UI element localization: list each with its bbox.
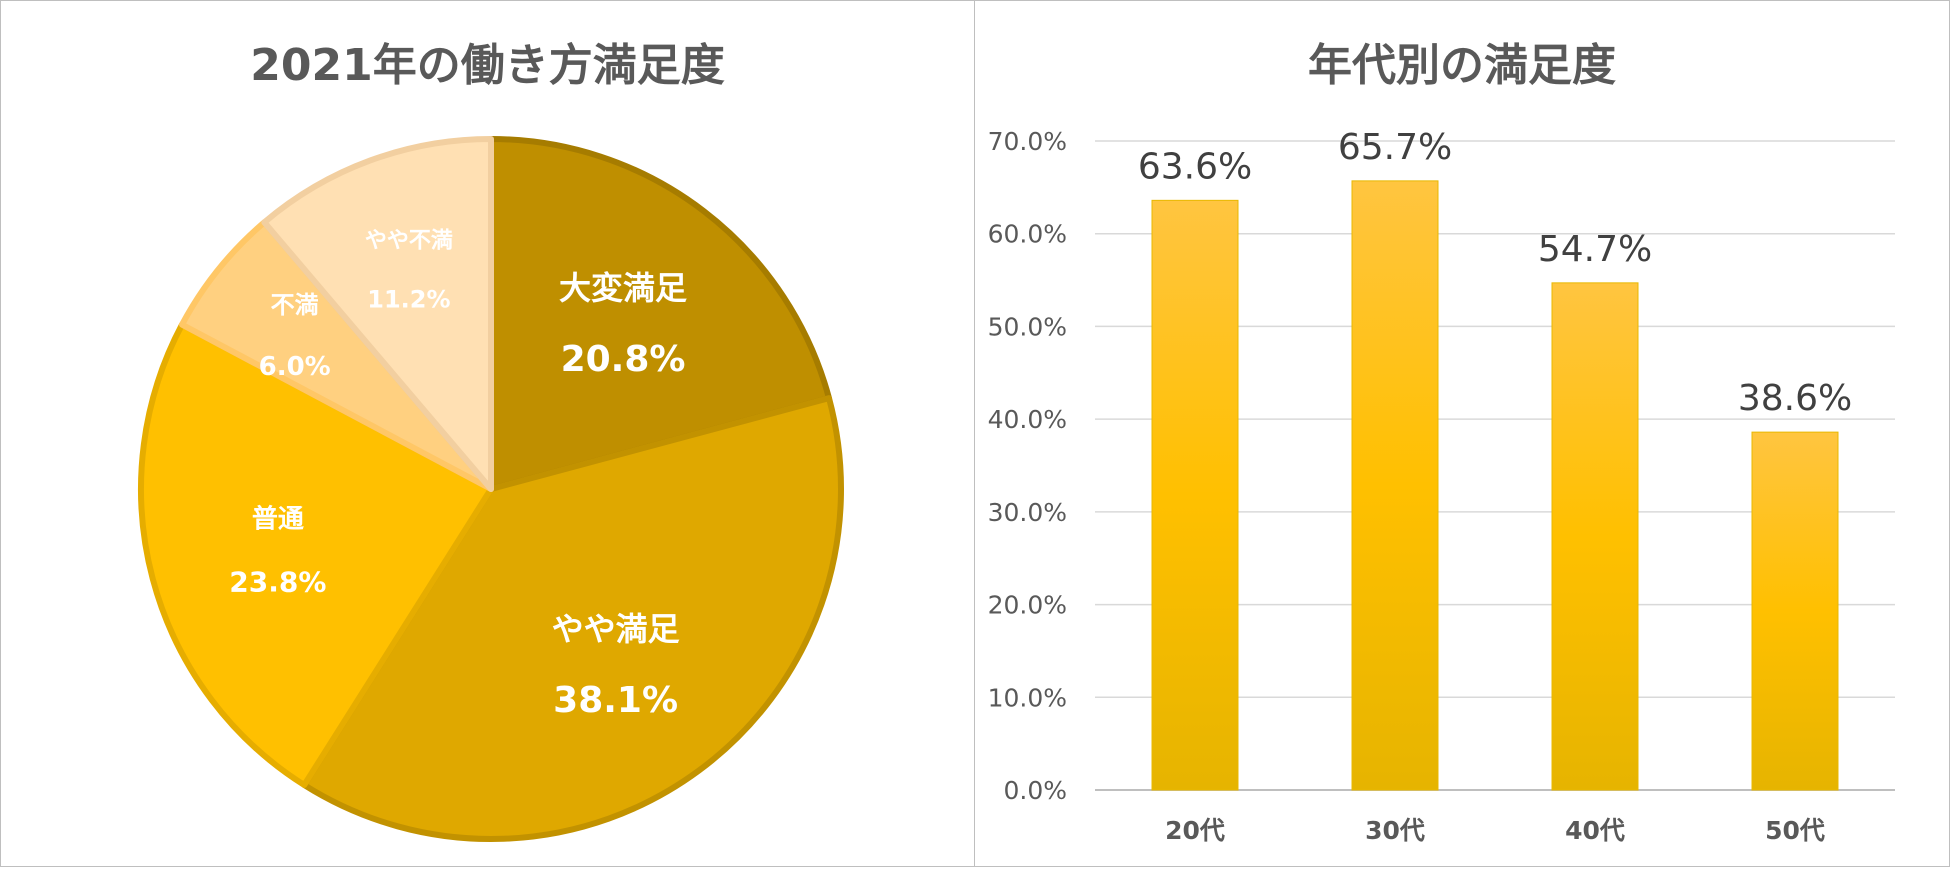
bar-chart-panel: 年代別の満足度 0.0% 10.0% 20.0% 30.0% 40.0% 50.0% 60.… [974,0,1950,867]
bar-value-label: 38.6% [1738,378,1852,419]
pie-slice-label: 普通 [252,504,304,535]
pie-chart-title: 2021年の働き方満足度 [250,40,725,91]
pie-slice [301,395,844,842]
x-tick-label: 40代 [1565,816,1625,845]
pie-slice-value: 11.2% [367,286,450,314]
bar-value-label: 54.7% [1538,229,1652,270]
x-tick-label: 20代 [1165,816,1225,845]
pie-slice-value: 20.8% [561,339,686,380]
pie-slice-value: 6.0% [259,352,331,382]
pie-slice-label: 大変満足 [559,269,687,307]
pie-slice-value: 38.1% [553,680,678,721]
y-tick-label: 40.0% [988,405,1067,434]
pie-slice-label: やや不満 [365,228,453,254]
bar-chart: 0.0% 10.0% 20.0% 30.0% 40.0% 50.0% 60.0% 70.0% 6… [988,127,1895,845]
y-tick-label: 0.0% [1003,776,1067,805]
pie-slice-label: やや満足 [552,610,680,648]
bar [1551,282,1639,791]
pie-chart-panel: 2021年の働き方満足度 大変満足 20.8% やや満足 38.1% 普通 23.8% 不満… [0,0,975,867]
pie-slice [261,136,494,492]
y-tick-label: 70.0% [988,127,1067,156]
x-tick-label: 50代 [1765,816,1825,845]
bar [1751,431,1839,791]
pie-slice [488,136,833,492]
pie-slice-value: 23.8% [229,566,326,599]
bar-value-label: 65.7% [1338,127,1452,168]
x-tick-label: 30代 [1365,816,1425,845]
y-tick-label: 20.0% [988,591,1067,620]
y-tick-label: 60.0% [988,220,1067,249]
pie-slice-label: 不満 [271,291,319,319]
bar [1151,199,1239,791]
bar-chart-title: 年代別の満足度 [1308,40,1616,91]
pie-chart: 大変満足 20.8% やや満足 38.1% 普通 23.8% 不満 6.0% やや不満 11.2% [138,136,844,842]
y-tick-label: 30.0% [988,498,1067,527]
bar-value-label: 63.6% [1138,146,1252,187]
y-tick-label: 10.0% [988,683,1067,712]
pie-slice [138,321,494,788]
bar [1351,180,1439,791]
y-tick-label: 50.0% [988,312,1067,341]
